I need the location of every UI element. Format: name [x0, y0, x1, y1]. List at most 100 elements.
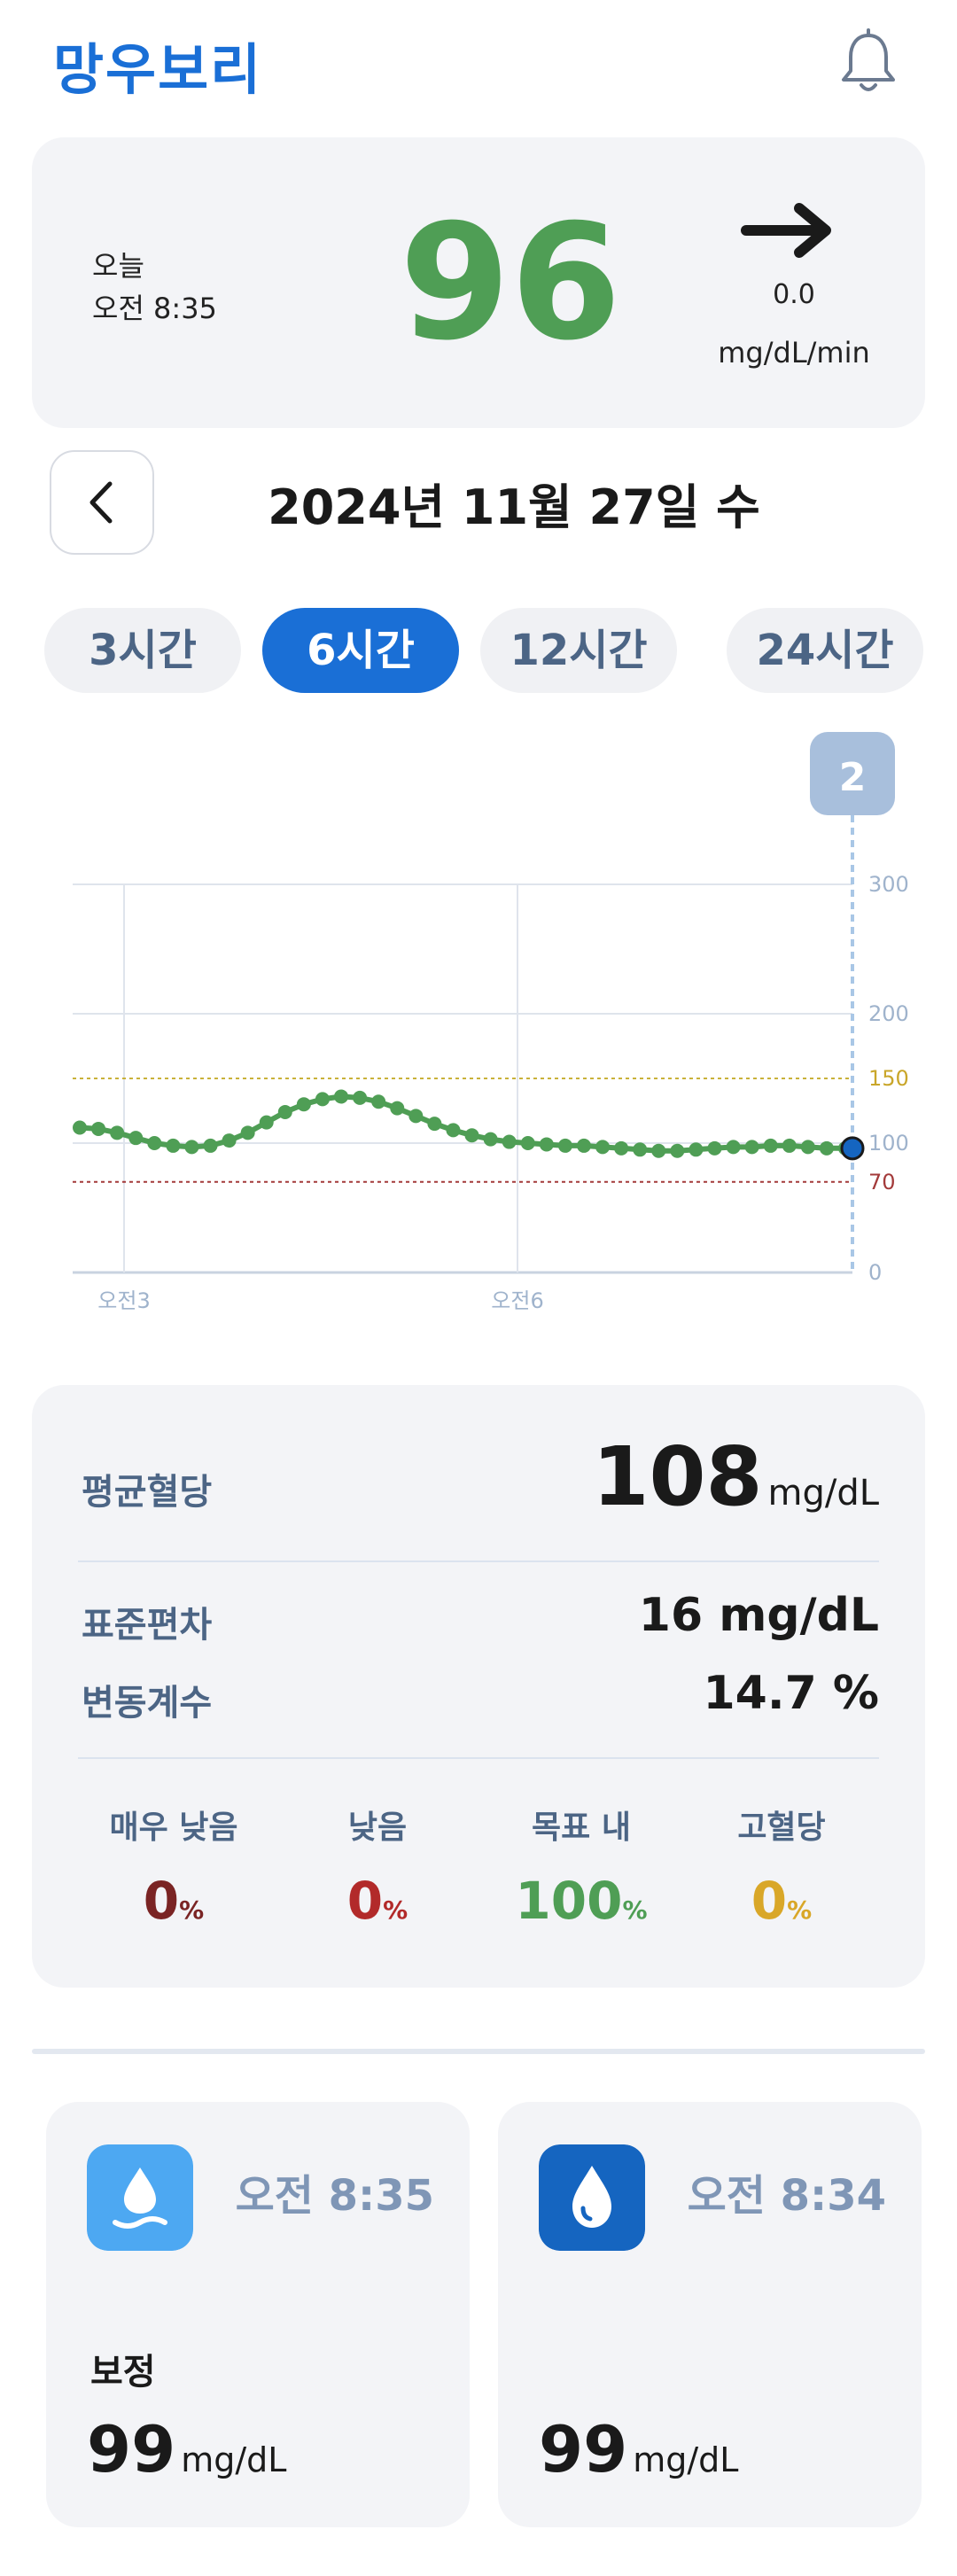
data-point [390, 1101, 405, 1116]
event-value: 99 mg/dL [87, 2412, 286, 2487]
event-number: 99 [539, 2412, 628, 2487]
data-point [222, 1133, 237, 1148]
data-point [203, 1138, 218, 1153]
reading-day: 오늘 [92, 249, 144, 283]
data-point [670, 1143, 685, 1158]
data-point [427, 1117, 442, 1132]
cv-value: 14.7 % [703, 1667, 879, 1720]
data-point [689, 1142, 704, 1157]
std-dev-value: 16 mg/dL [638, 1589, 879, 1642]
range-value: 0% [76, 1871, 271, 1931]
header: 망우보리 [0, 0, 957, 124]
chevron-left-icon [89, 481, 113, 524]
bell-icon[interactable] [833, 27, 904, 97]
event-card-blood-test[interactable]: 오전 8:34 99 mg/dL [498, 2102, 922, 2527]
tab-12h[interactable]: 12시간 [480, 608, 677, 693]
y-tick-label: 70 [868, 1170, 896, 1195]
average-glucose-value: 108 mg/dL [592, 1429, 879, 1524]
range-value: 0% [280, 1871, 475, 1931]
range-pct: % [179, 1895, 205, 1925]
data-point [166, 1138, 181, 1153]
event-unit: mg/dL [633, 2440, 739, 2479]
section-divider [32, 2049, 925, 2054]
event-number: 99 [87, 2412, 176, 2487]
tab-24h[interactable]: 24시간 [727, 608, 923, 693]
y-tick-label: 200 [868, 1001, 909, 1026]
data-point [334, 1089, 349, 1104]
range-label: 목표 내 [532, 1809, 631, 1846]
data-point [614, 1140, 629, 1156]
range-number: 0 [346, 1871, 384, 1931]
x-tick-label: 오전3 [97, 1288, 150, 1313]
y-tick-label: 300 [868, 872, 909, 897]
event-time: 오전 8:34 [687, 2171, 886, 2221]
y-tick-label: 0 [868, 1260, 882, 1285]
average-glucose-unit: mg/dL [767, 1473, 879, 1514]
y-tick-label: 100 [868, 1131, 909, 1156]
trend-rate: 0.0 [773, 279, 815, 310]
data-point [353, 1090, 368, 1105]
range-low: 낮음 0% [280, 1802, 475, 1931]
event-value: 99 mg/dL [539, 2412, 738, 2487]
trend-rate-unit: mg/dL/min [718, 336, 870, 370]
range-pct: % [622, 1895, 648, 1925]
range-in-target: 목표 내 100% [484, 1802, 679, 1931]
data-point [315, 1092, 330, 1107]
data-point [726, 1140, 741, 1155]
cv-label: 변동계수 [82, 1683, 213, 1724]
event-time: 오전 8:35 [235, 2171, 434, 2221]
marker-badge [810, 732, 895, 815]
data-point [651, 1143, 666, 1158]
data-point [800, 1140, 815, 1155]
range-very-low: 매우 낮음 0% [76, 1802, 271, 1931]
glucose-chart[interactable]: 2 300 200 150 100 70 0 오전3 오전6 [0, 727, 957, 1338]
tab-3h[interactable]: 3시간 [44, 608, 241, 693]
data-point [483, 1132, 498, 1147]
event-unit: mg/dL [181, 2440, 287, 2479]
range-pct: % [383, 1895, 408, 1925]
data-point [819, 1140, 834, 1156]
stats-card: 평균혈당 108 mg/dL 표준편차 16 mg/dL 변동계수 14.7 % … [32, 1385, 925, 1988]
range-number: 0 [143, 1871, 180, 1931]
range-label: 고혈당 [737, 1809, 826, 1846]
data-point [595, 1140, 611, 1155]
event-label: 보정 [90, 2352, 156, 2393]
data-point [557, 1138, 572, 1153]
data-point [539, 1137, 554, 1152]
range-high: 고혈당 0% [684, 1802, 879, 1931]
tab-6h[interactable]: 6시간 [262, 608, 459, 693]
glucose-value: 96 [399, 191, 622, 376]
previous-day-button[interactable] [50, 450, 154, 555]
data-point [73, 1120, 87, 1135]
range-label: 낮음 [347, 1809, 408, 1846]
arrow-right-icon [741, 203, 831, 258]
reading-time: 오전 8:35 [92, 292, 217, 325]
data-point [147, 1136, 162, 1150]
blood-drop-icon [539, 2144, 645, 2251]
data-point [446, 1123, 461, 1138]
water-drop-icon [87, 2144, 193, 2251]
data-point [240, 1125, 255, 1140]
data-point [763, 1138, 778, 1153]
date-label: 2024년 11월 27일 수 [268, 479, 760, 535]
x-tick-label: 오전6 [491, 1288, 543, 1313]
divider [78, 1757, 879, 1759]
data-point [520, 1136, 535, 1150]
range-number: 100 [515, 1871, 623, 1931]
data-point [371, 1094, 386, 1109]
data-point [296, 1097, 311, 1112]
event-card-calibration[interactable]: 오전 8:35 보정 99 mg/dL [46, 2102, 470, 2527]
current-reading-card: 오늘 오전 8:35 96 0.0 mg/dL/min [32, 137, 925, 428]
current-value-point [840, 1136, 865, 1161]
range-value: 100% [484, 1871, 679, 1931]
data-point [744, 1140, 759, 1155]
data-point [110, 1125, 125, 1140]
range-pct: % [787, 1895, 813, 1925]
data-point [633, 1142, 648, 1157]
std-dev-label: 표준편차 [82, 1605, 213, 1646]
marker-badge-label: 2 [839, 755, 867, 800]
data-point [707, 1140, 722, 1156]
data-point [408, 1109, 424, 1124]
data-point [576, 1138, 591, 1153]
range-number: 0 [751, 1871, 788, 1931]
